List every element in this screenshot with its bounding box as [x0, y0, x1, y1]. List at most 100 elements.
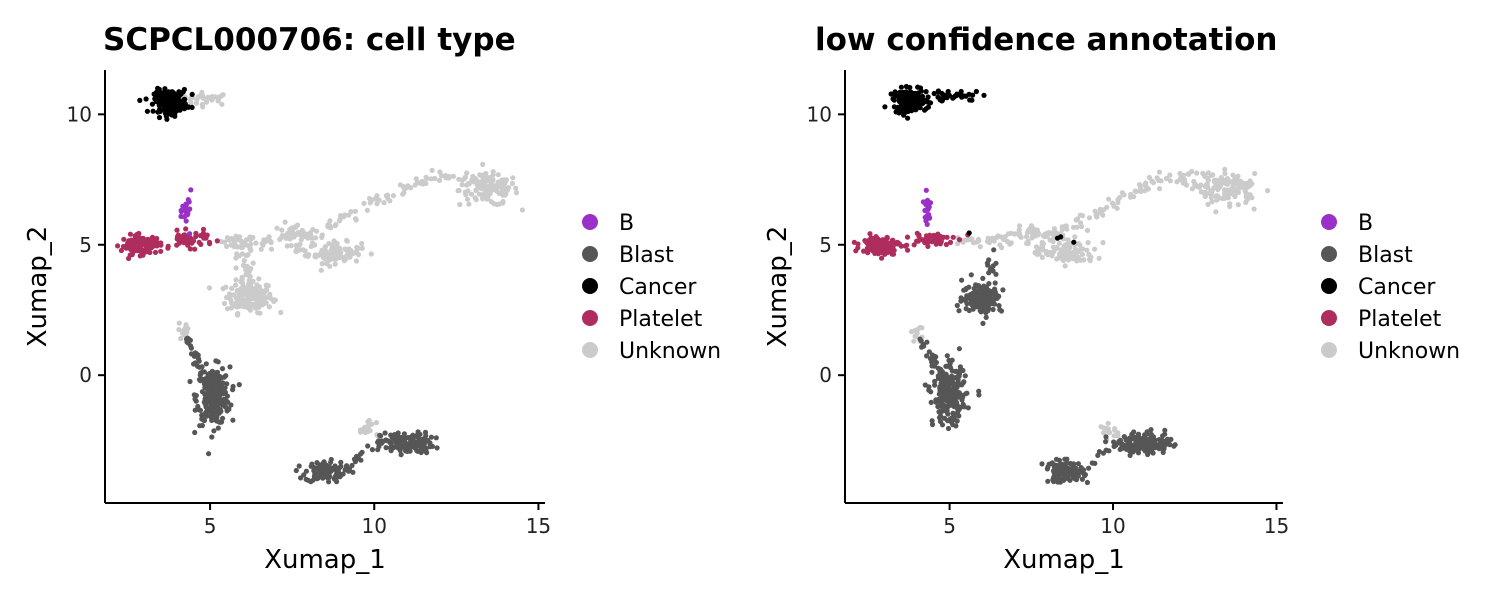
scatter-point-unknown — [1167, 178, 1173, 184]
scatter-point-blast — [192, 360, 198, 366]
scatter-point-unknown — [1200, 170, 1206, 176]
scatter-point-unknown — [239, 276, 245, 282]
scatter-point-platelet — [937, 233, 943, 239]
scatter-point-blast — [950, 413, 957, 420]
scatter-point-blast — [957, 382, 963, 388]
scatter-point-unknown — [1265, 188, 1271, 194]
scatter-point-platelet — [183, 226, 189, 232]
scatter-point-blast — [956, 413, 962, 419]
scatter-point-blast — [936, 409, 942, 415]
scatter-point-blast — [199, 416, 205, 422]
scatter-point-platelet — [866, 245, 872, 251]
scatter-point-cancer — [944, 92, 951, 98]
scatter-point-unknown — [1143, 180, 1149, 186]
scatter-point-unknown — [313, 235, 319, 241]
scatter-point-platelet — [851, 239, 857, 245]
legend-swatch-cancer — [582, 278, 598, 294]
scatter-point-unknown — [248, 247, 254, 253]
scatter-point-cancer — [925, 94, 931, 100]
scatter-point-blast — [1039, 461, 1045, 467]
scatter-point-unknown — [252, 304, 258, 310]
scatter-point-blast — [390, 434, 396, 440]
scatter-point-unknown — [1115, 197, 1121, 203]
scatter-point-unknown — [234, 234, 241, 240]
scatter-point-blast — [986, 257, 992, 263]
scatter-point-unknown — [1243, 199, 1249, 205]
scatter-point-unknown — [476, 191, 483, 197]
scatter-point-unknown — [335, 252, 341, 258]
scatter-point-blast — [940, 383, 946, 389]
scatter-point-unknown — [254, 290, 260, 296]
chart-panel-1: SCPCL000706: cell type 5 10 15 0 5 10 Xumap_1 Xu… — [23, 22, 721, 575]
scatter-point-blast — [964, 301, 970, 307]
scatter-point-platelet — [153, 237, 159, 243]
scatter-point-unknown — [1073, 217, 1079, 223]
legend-swatch-platelet — [582, 310, 598, 326]
scatter-point-blast — [932, 378, 938, 384]
scatter-point-unknown — [352, 208, 358, 214]
scatter-point-cancer — [156, 86, 162, 92]
scatter-point-unknown — [188, 100, 194, 106]
scatter-point-unknown — [1073, 251, 1079, 257]
scatter-point-platelet — [124, 243, 130, 249]
scatter-point-unknown — [1213, 177, 1219, 183]
scatter-point-unknown — [239, 242, 245, 248]
scatter-point-unknown — [253, 240, 259, 246]
scatter-point-unknown — [336, 245, 342, 251]
scatter-point-unknown — [1181, 172, 1187, 178]
scatter-point-unknown — [308, 235, 315, 241]
scatter-point-blast — [980, 275, 986, 281]
scatter-point-blast — [964, 390, 970, 396]
scatter-point-blast — [977, 299, 983, 305]
scatter-point-blast — [220, 380, 226, 386]
scatter-point-unknown — [343, 256, 349, 262]
scatter-point-unknown — [1074, 258, 1080, 264]
scatter-point-unknown — [495, 184, 501, 190]
scatter-point-unknown — [401, 190, 407, 196]
scatter-point-unknown — [1224, 187, 1230, 193]
legend-swatch-b — [582, 214, 598, 230]
scatter-point-cancer — [931, 90, 937, 97]
scatter-point-unknown — [504, 187, 510, 193]
scatter-point-platelet — [131, 237, 137, 243]
scatter-point-unknown — [1027, 226, 1033, 232]
scatter-point-blast — [956, 308, 962, 314]
scatter-point-cancer — [156, 114, 163, 121]
scatter-point-blast — [213, 381, 219, 387]
scatter-point-unknown — [1047, 237, 1053, 243]
scatter-point-cancer — [892, 89, 898, 95]
scatter-point-blast — [951, 387, 957, 393]
scatter-point-blast — [950, 381, 957, 387]
scatter-point-blast — [1045, 478, 1051, 484]
scatter-point-cancer — [178, 101, 184, 107]
scatter-point-platelet — [135, 247, 141, 253]
scatter-point-blast — [955, 403, 961, 410]
scatter-point-unknown — [455, 188, 461, 194]
scatter-point-unknown — [1077, 220, 1084, 226]
scatter-points — [851, 83, 1271, 486]
scatter-point-blast — [324, 469, 330, 475]
scatter-point-blast — [1061, 466, 1067, 472]
scatter-point-platelet — [947, 239, 954, 245]
scatter-point-blast — [422, 429, 429, 435]
scatter-point-blast — [962, 373, 968, 379]
scatter-point-unknown — [1044, 230, 1050, 236]
scatter-point-unknown — [319, 234, 325, 240]
scatter-point-unknown — [401, 185, 407, 191]
scatter-point-blast — [944, 408, 950, 415]
scatter-point-blast — [1167, 442, 1173, 448]
scatter-point-blast — [953, 368, 959, 375]
scatter-point-blast — [1135, 443, 1141, 449]
scatter-point-blast — [936, 415, 943, 421]
scatter-point-unknown — [250, 234, 256, 241]
scatter-point-unknown — [230, 302, 237, 308]
scatter-point-unknown — [250, 260, 256, 266]
scatter-point-unknown — [326, 251, 332, 258]
scatter-point-blast — [223, 398, 229, 404]
scatter-point-blast — [1168, 436, 1174, 442]
scatter-point-unknown — [1243, 180, 1250, 186]
scatter-point-unknown — [1105, 426, 1111, 432]
scatter-point-unknown — [259, 297, 265, 303]
scatter-point-blast — [975, 292, 981, 298]
scatter-point-unknown — [247, 295, 253, 302]
